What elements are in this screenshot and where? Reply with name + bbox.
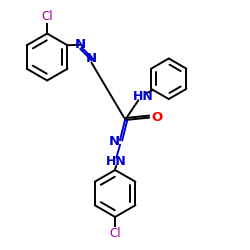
Text: O: O: [152, 111, 163, 124]
Text: Cl: Cl: [41, 10, 53, 23]
Text: N: N: [108, 135, 120, 148]
Text: HN: HN: [106, 155, 127, 168]
Text: Cl: Cl: [109, 227, 121, 240]
Text: N: N: [75, 38, 86, 51]
Text: N: N: [86, 52, 97, 65]
Text: HN: HN: [132, 90, 153, 103]
